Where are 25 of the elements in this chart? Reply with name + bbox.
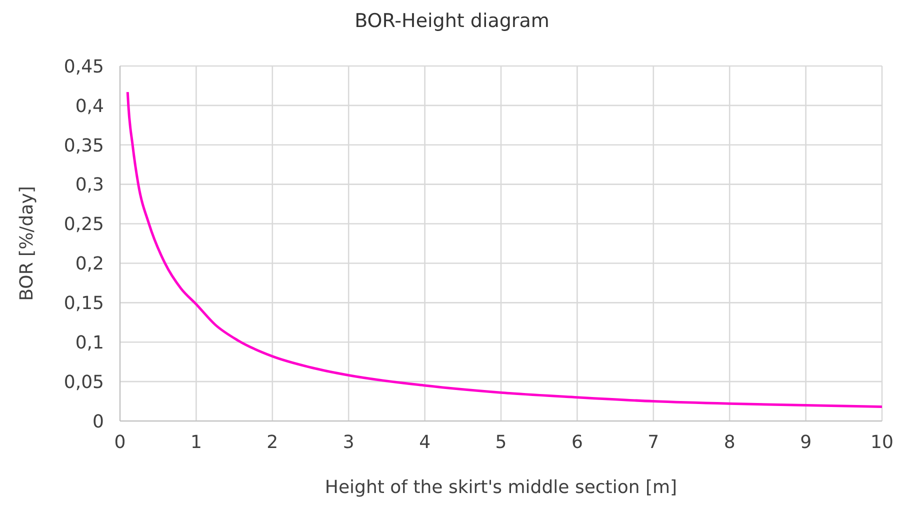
x-tick-label: 0 [114, 432, 126, 453]
y-tick-label: 0,25 [64, 214, 104, 236]
x-tick-label: 8 [724, 432, 736, 453]
x-tick-label: 6 [571, 432, 583, 453]
y-tick-label: 0 [92, 411, 104, 432]
x-axis-title: Height of the skirt's middle section [m] [324, 477, 678, 498]
y-tick-label: 0,05 [64, 372, 104, 393]
x-tick-label: 5 [495, 432, 507, 453]
y-tick-label: 0,2 [75, 254, 104, 275]
x-tick-label: 7 [648, 432, 660, 453]
x-tick-label: 2 [266, 432, 278, 453]
y-tick-label: 0,3 [75, 174, 104, 196]
y-tick-label: 0,45 [64, 56, 104, 78]
y-tick-label: 0,15 [64, 293, 104, 314]
y-tick-label: 0,35 [64, 135, 104, 156]
x-tick-label: 9 [800, 432, 812, 453]
chart-title: BOR-Height diagram [354, 10, 550, 32]
y-axis-title: BOR [%/day] [16, 186, 38, 301]
y-tick-label: 0,4 [75, 96, 104, 117]
x-tick-label: 3 [342, 432, 354, 453]
x-tick-label: 1 [190, 432, 202, 453]
x-tick-label: 10 [870, 432, 894, 453]
x-tick-label: 4 [419, 432, 431, 453]
line-series [126, 90, 882, 408]
y-tick-label: 0,1 [75, 332, 104, 354]
